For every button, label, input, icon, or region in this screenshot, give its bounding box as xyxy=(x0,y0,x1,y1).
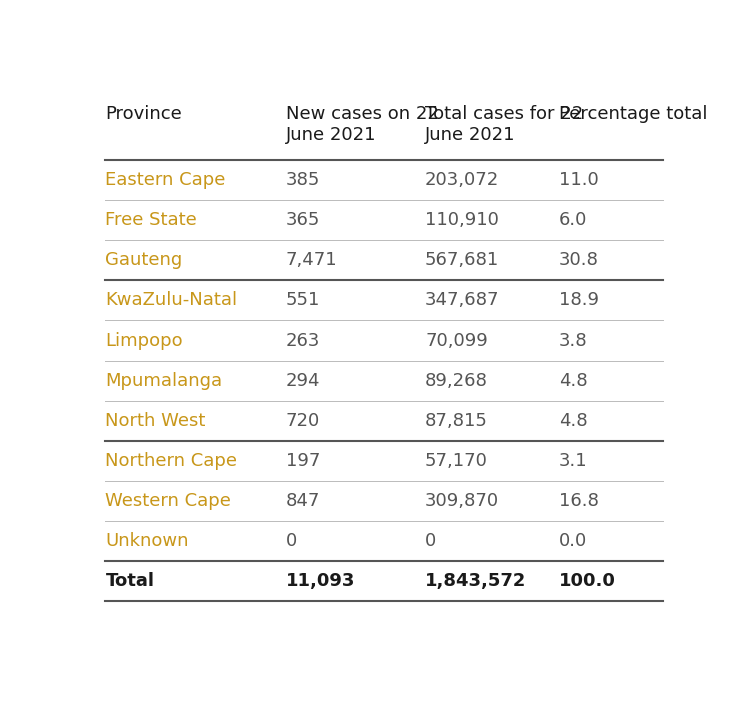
Text: 203,072: 203,072 xyxy=(425,171,500,189)
Text: 4.8: 4.8 xyxy=(559,412,587,430)
Text: Western Cape: Western Cape xyxy=(105,492,231,510)
Text: 365: 365 xyxy=(286,211,320,229)
Text: 89,268: 89,268 xyxy=(425,371,488,390)
Text: 263: 263 xyxy=(286,331,320,350)
Text: 7,471: 7,471 xyxy=(286,251,338,269)
Text: 70,099: 70,099 xyxy=(425,331,488,350)
Text: 87,815: 87,815 xyxy=(425,412,488,430)
Text: 0: 0 xyxy=(286,532,297,550)
Text: 18.9: 18.9 xyxy=(559,291,598,309)
Text: 57,170: 57,170 xyxy=(425,452,488,470)
Text: 6.0: 6.0 xyxy=(559,211,587,229)
Text: Unknown: Unknown xyxy=(105,532,189,550)
Text: 30.8: 30.8 xyxy=(559,251,598,269)
Text: 0.0: 0.0 xyxy=(559,532,587,550)
Text: 3.8: 3.8 xyxy=(559,331,587,350)
Text: 110,910: 110,910 xyxy=(425,211,499,229)
Text: 309,870: 309,870 xyxy=(425,492,500,510)
Text: 551: 551 xyxy=(286,291,320,309)
Text: 294: 294 xyxy=(286,371,320,390)
Text: 1,843,572: 1,843,572 xyxy=(425,573,526,590)
Text: 11.0: 11.0 xyxy=(559,171,598,189)
Text: Province: Province xyxy=(105,105,182,123)
Text: North West: North West xyxy=(105,412,206,430)
Text: 567,681: 567,681 xyxy=(425,251,500,269)
Text: KwaZulu-Natal: KwaZulu-Natal xyxy=(105,291,238,309)
Text: Percentage total: Percentage total xyxy=(559,105,707,123)
Text: Limpopo: Limpopo xyxy=(105,331,183,350)
Text: Total: Total xyxy=(105,573,154,590)
Text: 197: 197 xyxy=(286,452,320,470)
Text: 100.0: 100.0 xyxy=(559,573,616,590)
Text: Gauteng: Gauteng xyxy=(105,251,183,269)
Text: 720: 720 xyxy=(286,412,320,430)
Text: 11,093: 11,093 xyxy=(286,573,355,590)
Text: Eastern Cape: Eastern Cape xyxy=(105,171,226,189)
Text: 385: 385 xyxy=(286,171,320,189)
Text: Mpumalanga: Mpumalanga xyxy=(105,371,223,390)
Text: 347,687: 347,687 xyxy=(425,291,500,309)
Text: 0: 0 xyxy=(425,532,436,550)
Text: 3.1: 3.1 xyxy=(559,452,587,470)
Text: 847: 847 xyxy=(286,492,320,510)
Text: Free State: Free State xyxy=(105,211,197,229)
Text: New cases on 22
June 2021: New cases on 22 June 2021 xyxy=(286,105,439,144)
Text: Northern Cape: Northern Cape xyxy=(105,452,237,470)
Text: Total cases for 22
June 2021: Total cases for 22 June 2021 xyxy=(425,105,584,144)
Text: 16.8: 16.8 xyxy=(559,492,598,510)
Text: 4.8: 4.8 xyxy=(559,371,587,390)
